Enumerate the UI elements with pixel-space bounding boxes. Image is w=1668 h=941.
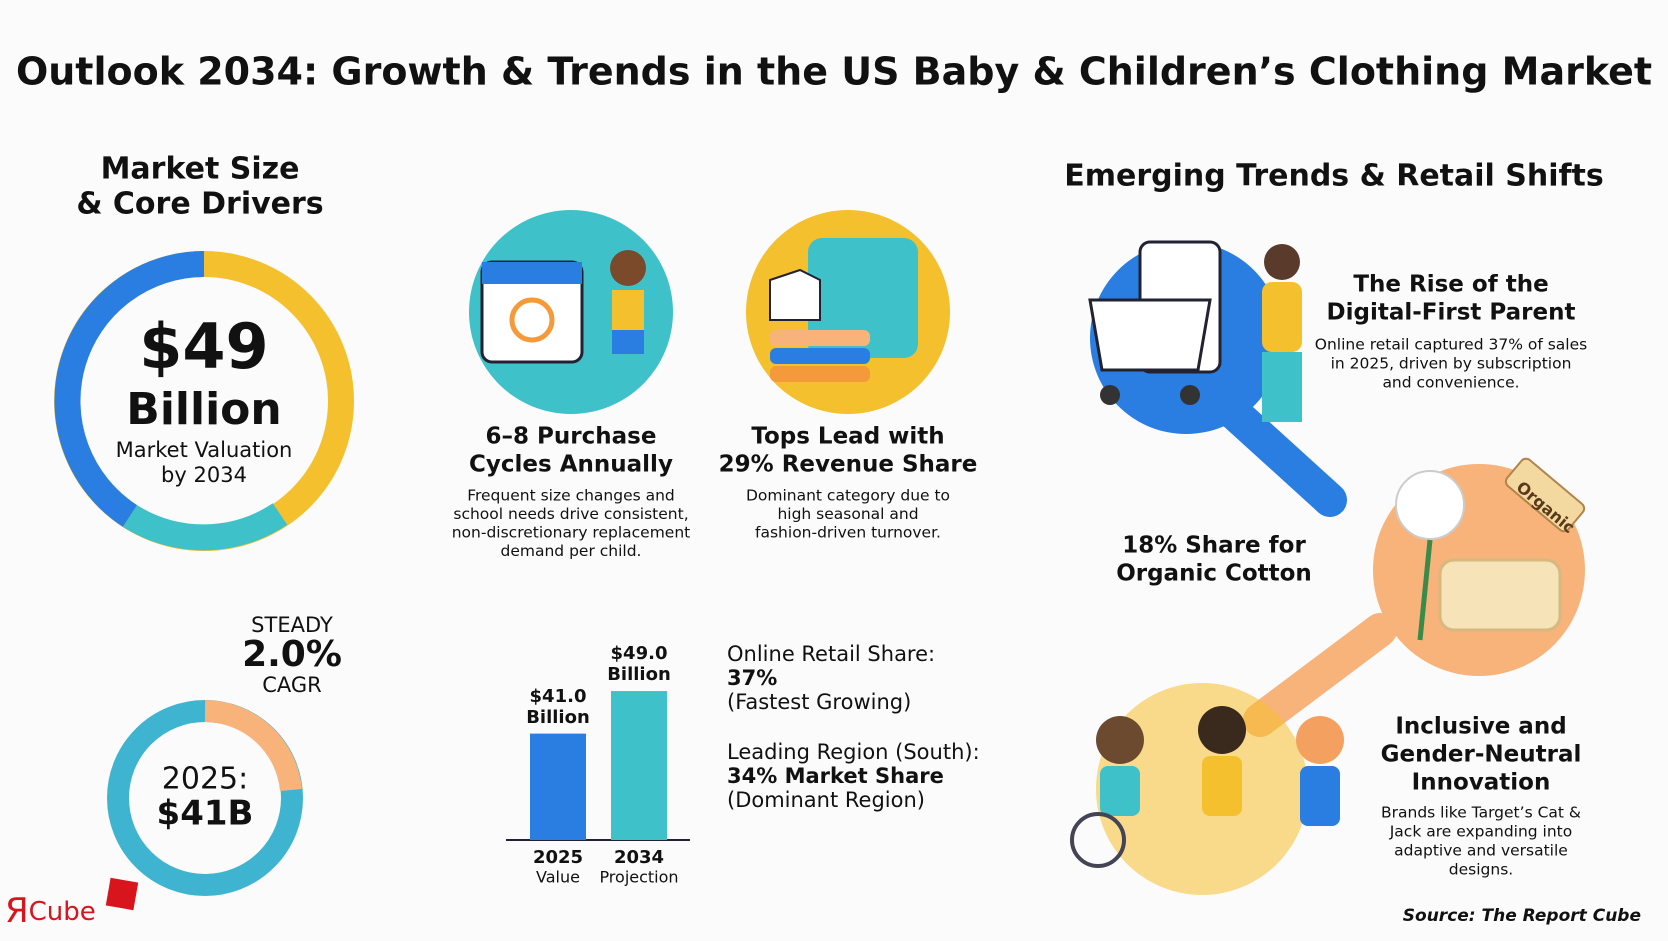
trend-title: 18% Share for: [1122, 533, 1306, 559]
x-tick-note: Value: [536, 868, 580, 887]
trend-title: Organic Cotton: [1116, 561, 1312, 587]
bar: [611, 691, 667, 840]
trend-title: Digital-First Parent: [1327, 300, 1576, 326]
valuation-caption: by 2034: [161, 463, 247, 487]
driver-title: Cycles Annually: [469, 452, 673, 478]
trend-text: in 2025, driven by subscription: [1331, 355, 1572, 373]
stat-line: (Dominant Region): [727, 788, 925, 812]
section-heading: & Core Drivers: [76, 187, 323, 222]
logo-name: Cube: [29, 897, 96, 927]
driver-title: 29% Revenue Share: [719, 452, 978, 478]
driver-text: demand per child.: [501, 542, 642, 560]
x-tick-label: 2025: [533, 847, 583, 868]
stat-line: Leading Region (South):: [727, 740, 980, 764]
value-label: $41.0 Billion: [526, 685, 590, 728]
cagr-rate: 2.0%: [242, 634, 342, 675]
valuation-unit: Billion: [126, 384, 281, 435]
page-title: Outlook 2034: Growth & Trends in the US …: [16, 50, 1652, 94]
logo-mark: Я: [5, 891, 29, 931]
stat-line: 34% Market Share: [727, 764, 944, 788]
base-year: 2025:: [162, 762, 248, 797]
bar: [530, 733, 586, 840]
driver-text: school needs drive consistent,: [453, 505, 688, 523]
driver-title: 6–8 Purchase: [486, 424, 657, 450]
x-tick-label: 2034: [614, 847, 664, 868]
trend-text: Brands like Target’s Cat &: [1381, 804, 1581, 822]
section-heading: Emerging Trends & Retail Shifts: [1064, 159, 1604, 194]
trend-title: Innovation: [1412, 770, 1551, 796]
trend-text: Jack are expanding into: [1389, 823, 1573, 841]
cagr-unit: CAGR: [262, 673, 322, 697]
trend-title: Gender-Neutral: [1381, 742, 1582, 768]
valuation-amount: $49: [139, 310, 268, 383]
base-amount: $41B: [157, 794, 254, 834]
driver-text: non-discretionary replacement: [452, 524, 691, 542]
trend-text: adaptive and versatile: [1394, 842, 1568, 860]
section-heading: Market Size: [101, 152, 300, 187]
trend-text: designs.: [1449, 861, 1513, 879]
source: Source: The Report Cube: [1403, 906, 1641, 926]
driver-title: Tops Lead with: [751, 424, 944, 450]
x-tick-note: Projection: [599, 868, 678, 887]
stat-line: (Fastest Growing): [727, 690, 911, 714]
valuation-caption: Market Valuation: [116, 438, 293, 462]
driver-text: high seasonal and: [777, 505, 918, 523]
stat-line: 37%: [727, 666, 777, 690]
trend-text: and convenience.: [1382, 374, 1519, 392]
trend-title: Inclusive and: [1395, 714, 1566, 740]
stat-line: Online Retail Share:: [727, 642, 935, 666]
driver-text: Frequent size changes and: [467, 487, 675, 505]
illustrations: [54, 210, 1586, 911]
cagr-label: STEADY: [251, 613, 333, 637]
driver-text: Dominant category due to: [746, 487, 950, 505]
value-label: $49.0 Billion: [607, 643, 671, 686]
trend-title: The Rise of the: [1353, 272, 1548, 298]
logo: ЯCube: [5, 891, 96, 931]
trend-text: Online retail captured 37% of sales: [1315, 336, 1587, 354]
driver-text: fashion-driven turnover.: [755, 524, 941, 542]
